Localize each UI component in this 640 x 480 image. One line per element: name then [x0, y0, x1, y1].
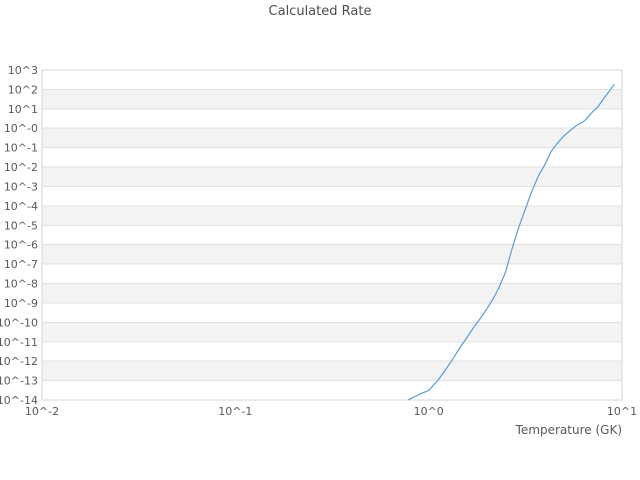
- y-tick-label: 10^-2: [4, 161, 38, 174]
- y-tick-label: 10^2: [8, 83, 38, 96]
- x-tick-label: 10^0: [414, 405, 444, 418]
- y-tick-label: 10^-6: [4, 239, 38, 252]
- plot-border: [41, 69, 623, 401]
- x-tick-label: 10^-1: [218, 405, 252, 418]
- y-tick-label: 10^-3: [4, 181, 38, 194]
- y-tick-label: 10^-11: [0, 336, 38, 349]
- decade-row-band: [42, 205, 622, 226]
- x-axis-label: Temperature (GK): [515, 423, 622, 437]
- decade-row-band: [42, 361, 622, 381]
- y-tick-label: 10^-5: [4, 219, 38, 232]
- decade-row-band: [42, 322, 622, 342]
- decade-row-band: [42, 244, 622, 265]
- y-tick-label: 10^-0: [4, 122, 38, 135]
- y-tick-label: 10^-7: [4, 258, 38, 271]
- y-tick-label: 10^-14: [0, 394, 38, 407]
- y-tick-label: 10^-10: [0, 316, 38, 329]
- decade-row-band: [42, 283, 622, 303]
- y-tick-label: 10^3: [8, 64, 38, 77]
- x-tick-label: 10^1: [607, 405, 637, 418]
- y-tick-label: 10^-9: [4, 297, 38, 310]
- rate-curve: [408, 84, 615, 400]
- decade-row-band: [42, 89, 622, 109]
- y-tick-label: 10^-13: [0, 375, 38, 388]
- y-tick-label: 10^-12: [0, 355, 38, 368]
- y-tick-label: 10^-1: [4, 142, 38, 155]
- decade-row-band: [42, 128, 622, 148]
- chart-title: Calculated Rate: [268, 4, 372, 19]
- y-tick-label: 10^1: [8, 103, 38, 116]
- decade-row-band: [42, 167, 622, 187]
- y-tick-label: 10^-4: [4, 200, 38, 213]
- x-tick-label: 10^-2: [25, 405, 59, 418]
- y-tick-label: 10^-8: [4, 278, 38, 291]
